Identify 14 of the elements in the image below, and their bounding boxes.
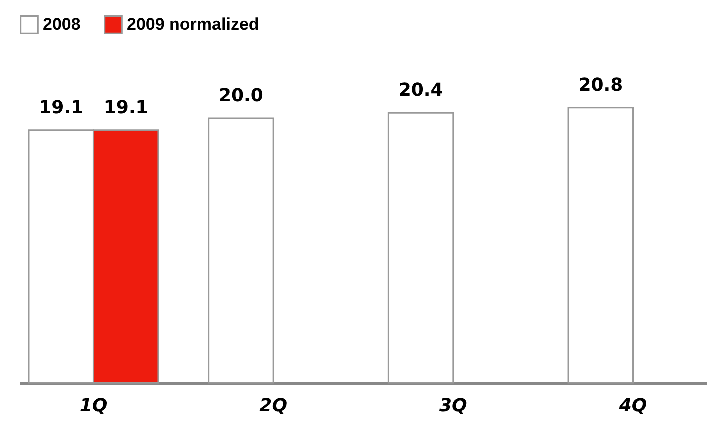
x-tick-label: 4Q	[618, 396, 648, 416]
data-label: 20.4	[398, 80, 444, 102]
legend-label: 2009 normalized	[127, 14, 260, 34]
x-tick-label: 3Q	[440, 396, 468, 416]
data-label: 19.1	[104, 97, 148, 118]
data-label: 20.0	[218, 85, 264, 106]
bar	[208, 118, 274, 384]
x-tick-label: 1Q	[80, 396, 108, 416]
bar	[388, 112, 454, 384]
x-tick-label: 2Q	[260, 396, 288, 416]
bar	[568, 107, 634, 384]
data-label: 20.8	[578, 74, 624, 96]
data-label: 19.1	[39, 97, 84, 118]
legend-label: 2008	[43, 14, 81, 34]
